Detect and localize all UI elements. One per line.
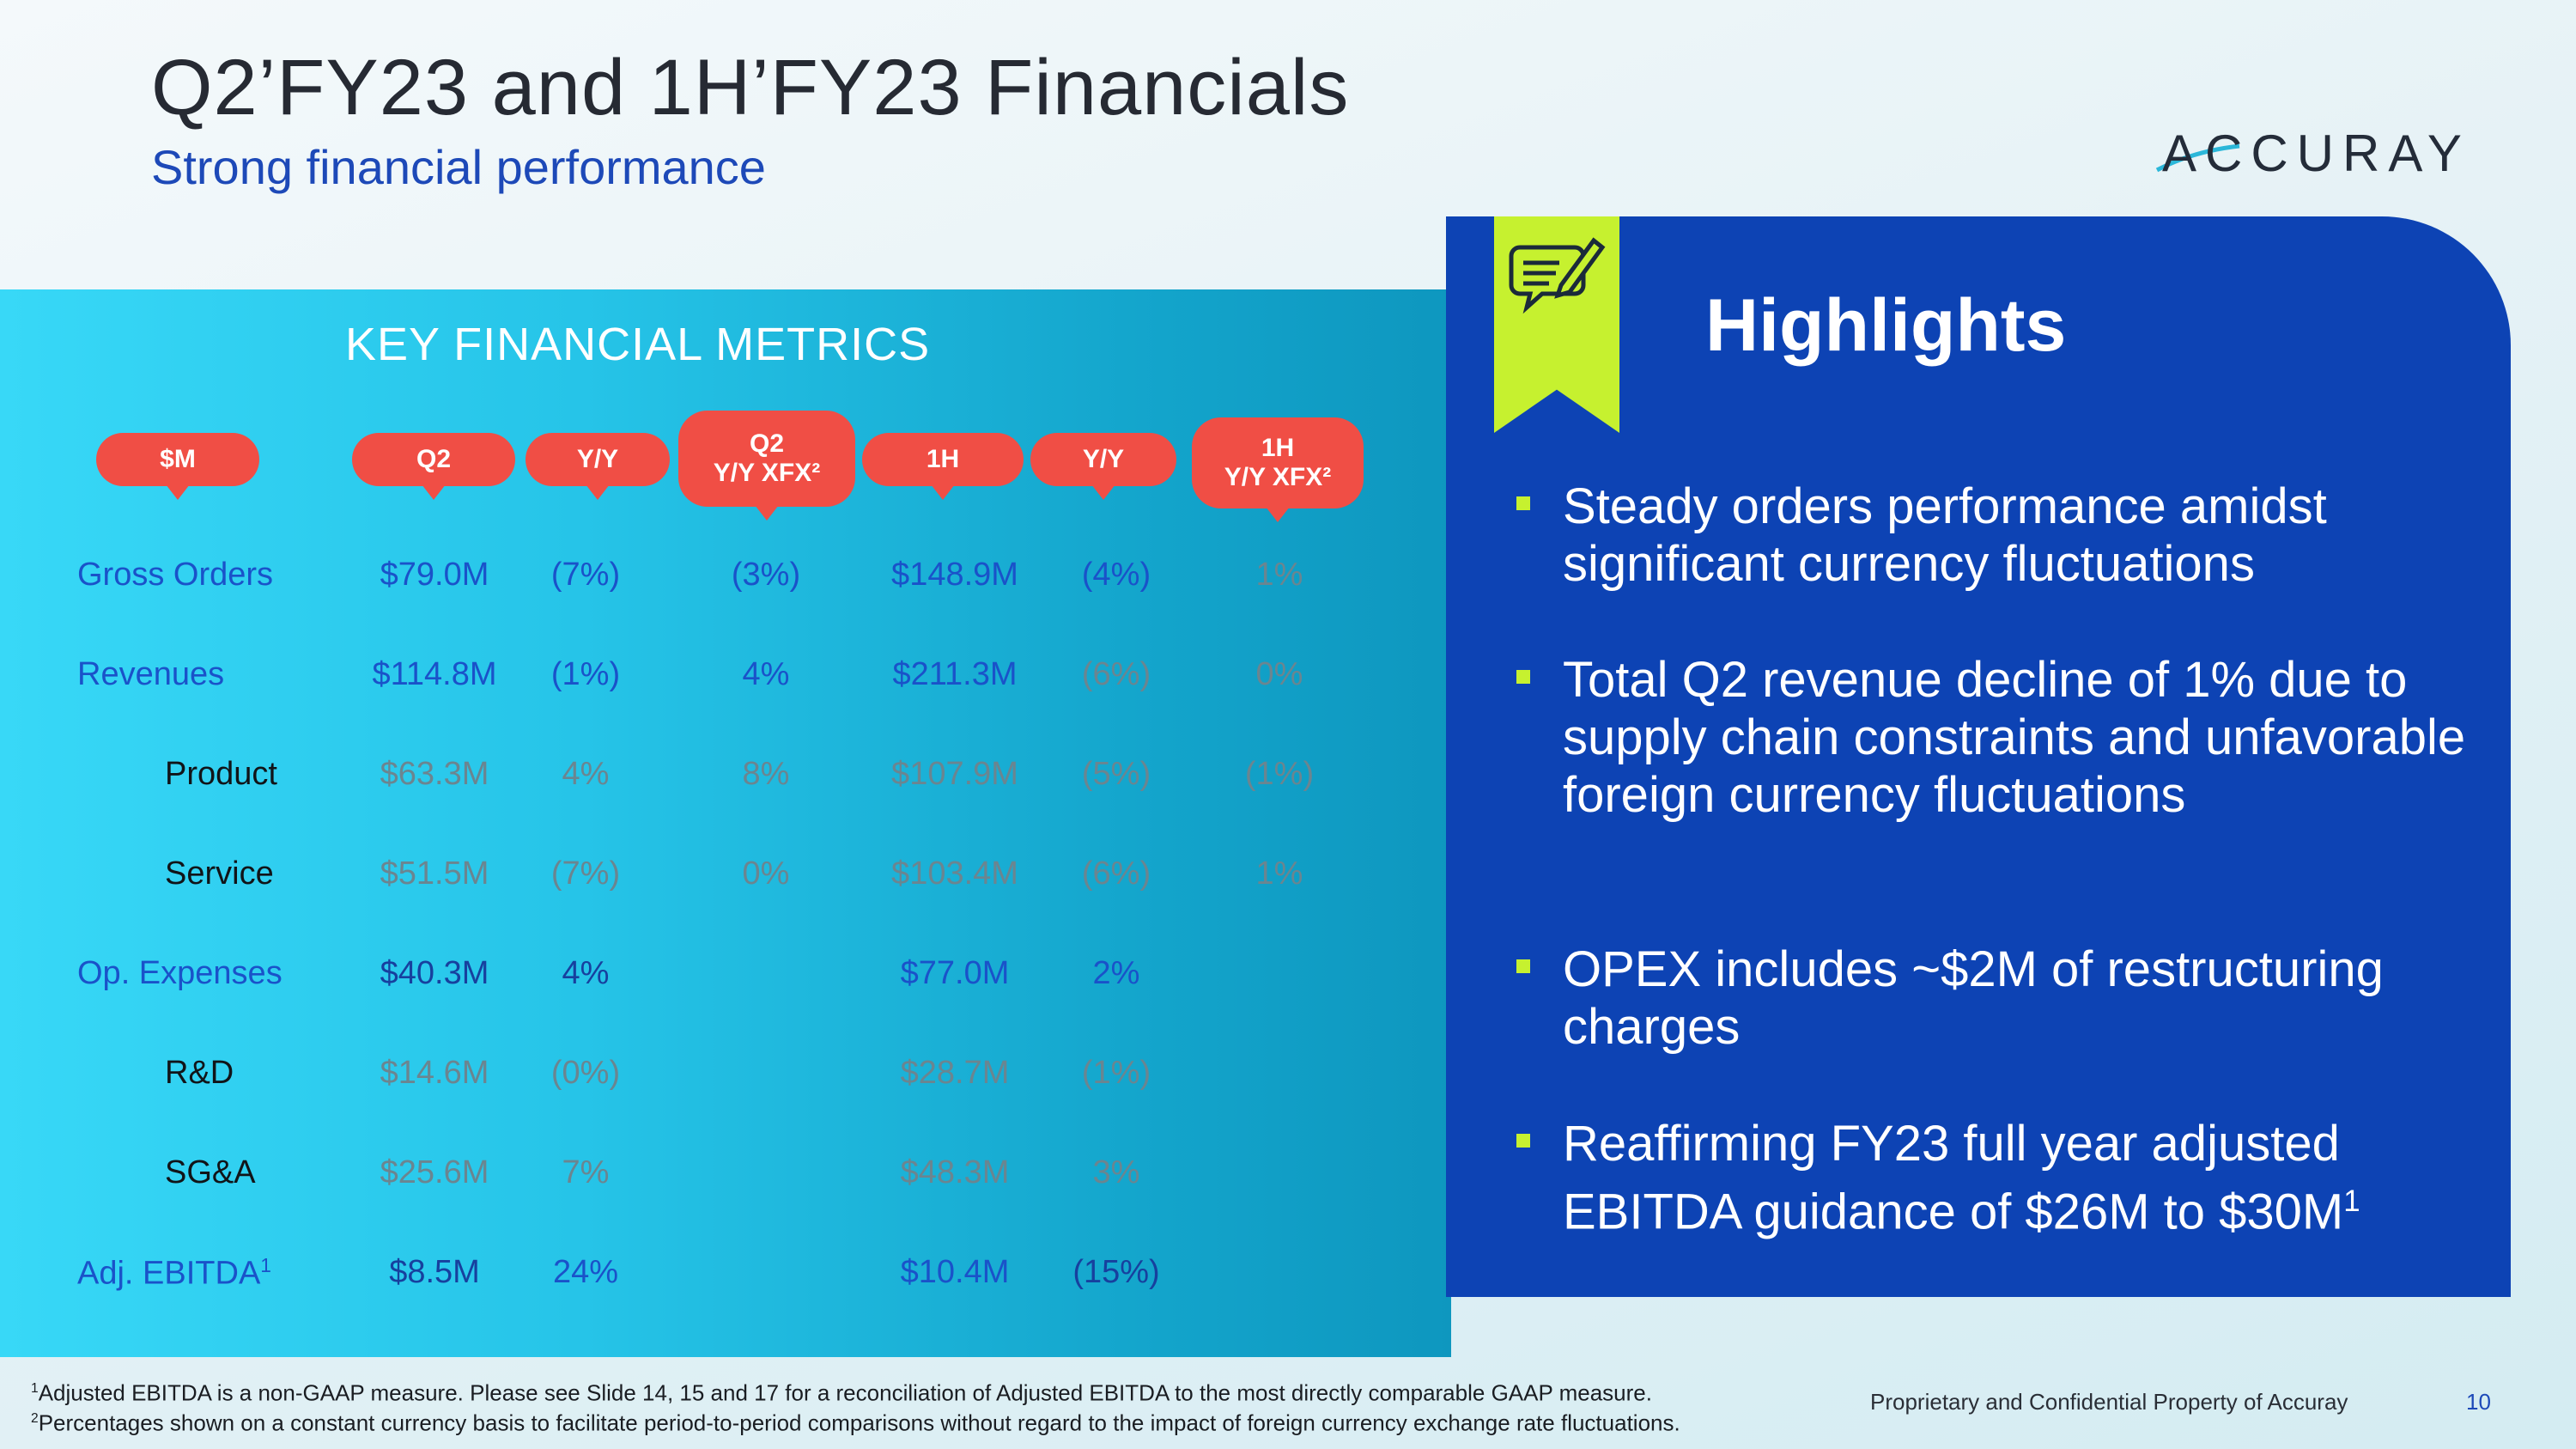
- row-label-text: Product: [165, 756, 277, 792]
- table-cell: 3%: [1092, 1154, 1140, 1190]
- table-cell: $114.8M: [372, 656, 497, 692]
- page-number: 10: [2466, 1389, 2491, 1415]
- row-label: Revenues: [77, 656, 224, 693]
- row-label-text: Op. Expenses: [77, 955, 283, 991]
- table-cell: (3%): [731, 557, 801, 593]
- table-cell: $148.9M: [891, 557, 1018, 593]
- table-cell: $28.7M: [900, 1055, 1010, 1091]
- row-label: Op. Expenses: [77, 955, 283, 992]
- accuray-swoosh-logo: [2155, 143, 2240, 173]
- footnote-ref: 1: [260, 1254, 271, 1276]
- table-cell: (6%): [1081, 855, 1151, 892]
- table-cell: $10.4M: [900, 1254, 1010, 1290]
- column-header-pill: 1H: [862, 433, 1024, 500]
- page-subtitle: Strong financial performance: [151, 140, 766, 194]
- table-cell: 2%: [1092, 955, 1140, 991]
- table-cell: 8%: [742, 756, 790, 792]
- row-label-text: Adj. EBITDA: [77, 1255, 261, 1292]
- column-header-label: Q2: [749, 429, 785, 458]
- table-cell: $14.6M: [380, 1055, 489, 1091]
- table-cell: 4%: [562, 955, 610, 991]
- column-header-pill: Q2: [352, 433, 515, 500]
- row-label: Adj. EBITDA1: [77, 1254, 271, 1293]
- table-cell: $40.3M: [380, 955, 489, 991]
- table-cell: 0%: [1255, 656, 1303, 692]
- table-cell: (0%): [550, 1055, 621, 1091]
- table-cell: (1%): [1081, 1055, 1151, 1091]
- table-cell: 1%: [1255, 855, 1303, 892]
- table-cell: (15%): [1072, 1254, 1160, 1290]
- column-header-label: $M: [160, 444, 196, 473]
- footnotes: 1Adjusted EBITDA is a non-GAAP measure. …: [31, 1376, 1868, 1436]
- row-label: SG&A: [165, 1154, 256, 1191]
- row-label: R&D: [165, 1055, 234, 1092]
- table-cell: $77.0M: [900, 955, 1010, 991]
- table-cell: 1%: [1255, 557, 1303, 593]
- table-cell: $8.5M: [389, 1254, 480, 1290]
- column-header-pill: 1H Y/Y XFX²: [1192, 417, 1364, 522]
- table-cell: $211.3M: [892, 656, 1018, 692]
- highlights-title: Highlights: [1705, 284, 2067, 367]
- metrics-header: KEY FINANCIAL METRICS: [345, 319, 931, 370]
- footnote: 2Percentages shown on a constant currenc…: [31, 1409, 1680, 1436]
- row-label: Service: [165, 855, 274, 892]
- table-cell: (4%): [1081, 557, 1151, 593]
- page-title: Q2’FY23 and 1H’FY23 Financials: [151, 44, 1350, 131]
- table-cell: (1%): [1244, 756, 1315, 792]
- column-header-pill: $M: [96, 433, 259, 500]
- table-cell: $103.4M: [891, 855, 1018, 892]
- table-cell: 0%: [742, 855, 790, 892]
- table-cell: (7%): [550, 557, 621, 593]
- row-label-text: R&D: [165, 1055, 234, 1091]
- row-label-text: SG&A: [165, 1154, 256, 1190]
- table-cell: 24%: [552, 1254, 619, 1290]
- row-label-text: Revenues: [77, 656, 225, 692]
- column-header-label: Q2: [416, 444, 452, 473]
- bullet-square-icon: [1516, 496, 1530, 510]
- note-pencil-icon: [1509, 237, 1606, 314]
- bullet-square-icon: [1516, 1134, 1530, 1148]
- column-header-label: 1H: [926, 444, 960, 473]
- column-header-label: 1H: [1261, 433, 1295, 462]
- table-cell: 4%: [742, 656, 790, 692]
- bullet-square-icon: [1516, 959, 1530, 973]
- row-label: Product: [165, 756, 277, 793]
- table-cell: $48.3M: [900, 1154, 1010, 1190]
- row-label-text: Gross Orders: [77, 557, 274, 593]
- table-cell: (1%): [550, 656, 621, 692]
- column-header-pill: Y/Y: [526, 433, 670, 500]
- column-header-pill: Q2 Y/Y XFX²: [678, 411, 855, 521]
- highlights-panel: [1446, 216, 2511, 1297]
- table-cell: (5%): [1081, 756, 1151, 792]
- column-header-pill: Y/Y: [1030, 433, 1176, 500]
- column-header-sublabel: Y/Y XFX²: [713, 459, 821, 487]
- bullet-square-icon: [1516, 670, 1530, 684]
- footer-confidential: Proprietary and Confidential Property of…: [1870, 1389, 2348, 1415]
- logo-wordmark: ACCURAY: [2162, 125, 2470, 182]
- column-header-label: Y/Y: [576, 444, 619, 473]
- column-header-label: Y/Y: [1082, 444, 1125, 473]
- table-cell: 7%: [562, 1154, 610, 1190]
- row-label-text: Service: [165, 855, 274, 892]
- table-cell: (7%): [550, 855, 621, 892]
- table-cell: $63.3M: [380, 756, 489, 792]
- footnote: 1Adjusted EBITDA is a non-GAAP measure. …: [31, 1379, 1652, 1406]
- accuray-logo: ACCURAY: [2150, 120, 2462, 189]
- row-label: Gross Orders: [77, 557, 273, 594]
- table-cell: $51.5M: [380, 855, 489, 892]
- table-cell: (6%): [1081, 656, 1151, 692]
- column-header-sublabel: Y/Y XFX²: [1224, 463, 1332, 491]
- table-cell: $25.6M: [380, 1154, 489, 1190]
- table-cell: $107.9M: [891, 756, 1018, 792]
- table-cell: $79.0M: [380, 557, 489, 593]
- table-cell: 4%: [562, 756, 610, 792]
